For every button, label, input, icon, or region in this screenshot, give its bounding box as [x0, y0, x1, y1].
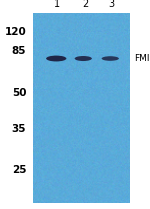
- Text: 3: 3: [108, 0, 114, 9]
- Text: FMIP: FMIP: [134, 54, 150, 63]
- Text: 25: 25: [12, 165, 26, 175]
- Ellipse shape: [102, 56, 119, 61]
- Ellipse shape: [46, 56, 66, 61]
- Text: 1: 1: [54, 0, 60, 9]
- Text: 2: 2: [82, 0, 89, 9]
- Ellipse shape: [75, 56, 92, 61]
- Text: 50: 50: [12, 88, 26, 98]
- Text: 35: 35: [12, 124, 26, 134]
- Text: 120: 120: [4, 27, 26, 37]
- Text: 85: 85: [12, 46, 26, 56]
